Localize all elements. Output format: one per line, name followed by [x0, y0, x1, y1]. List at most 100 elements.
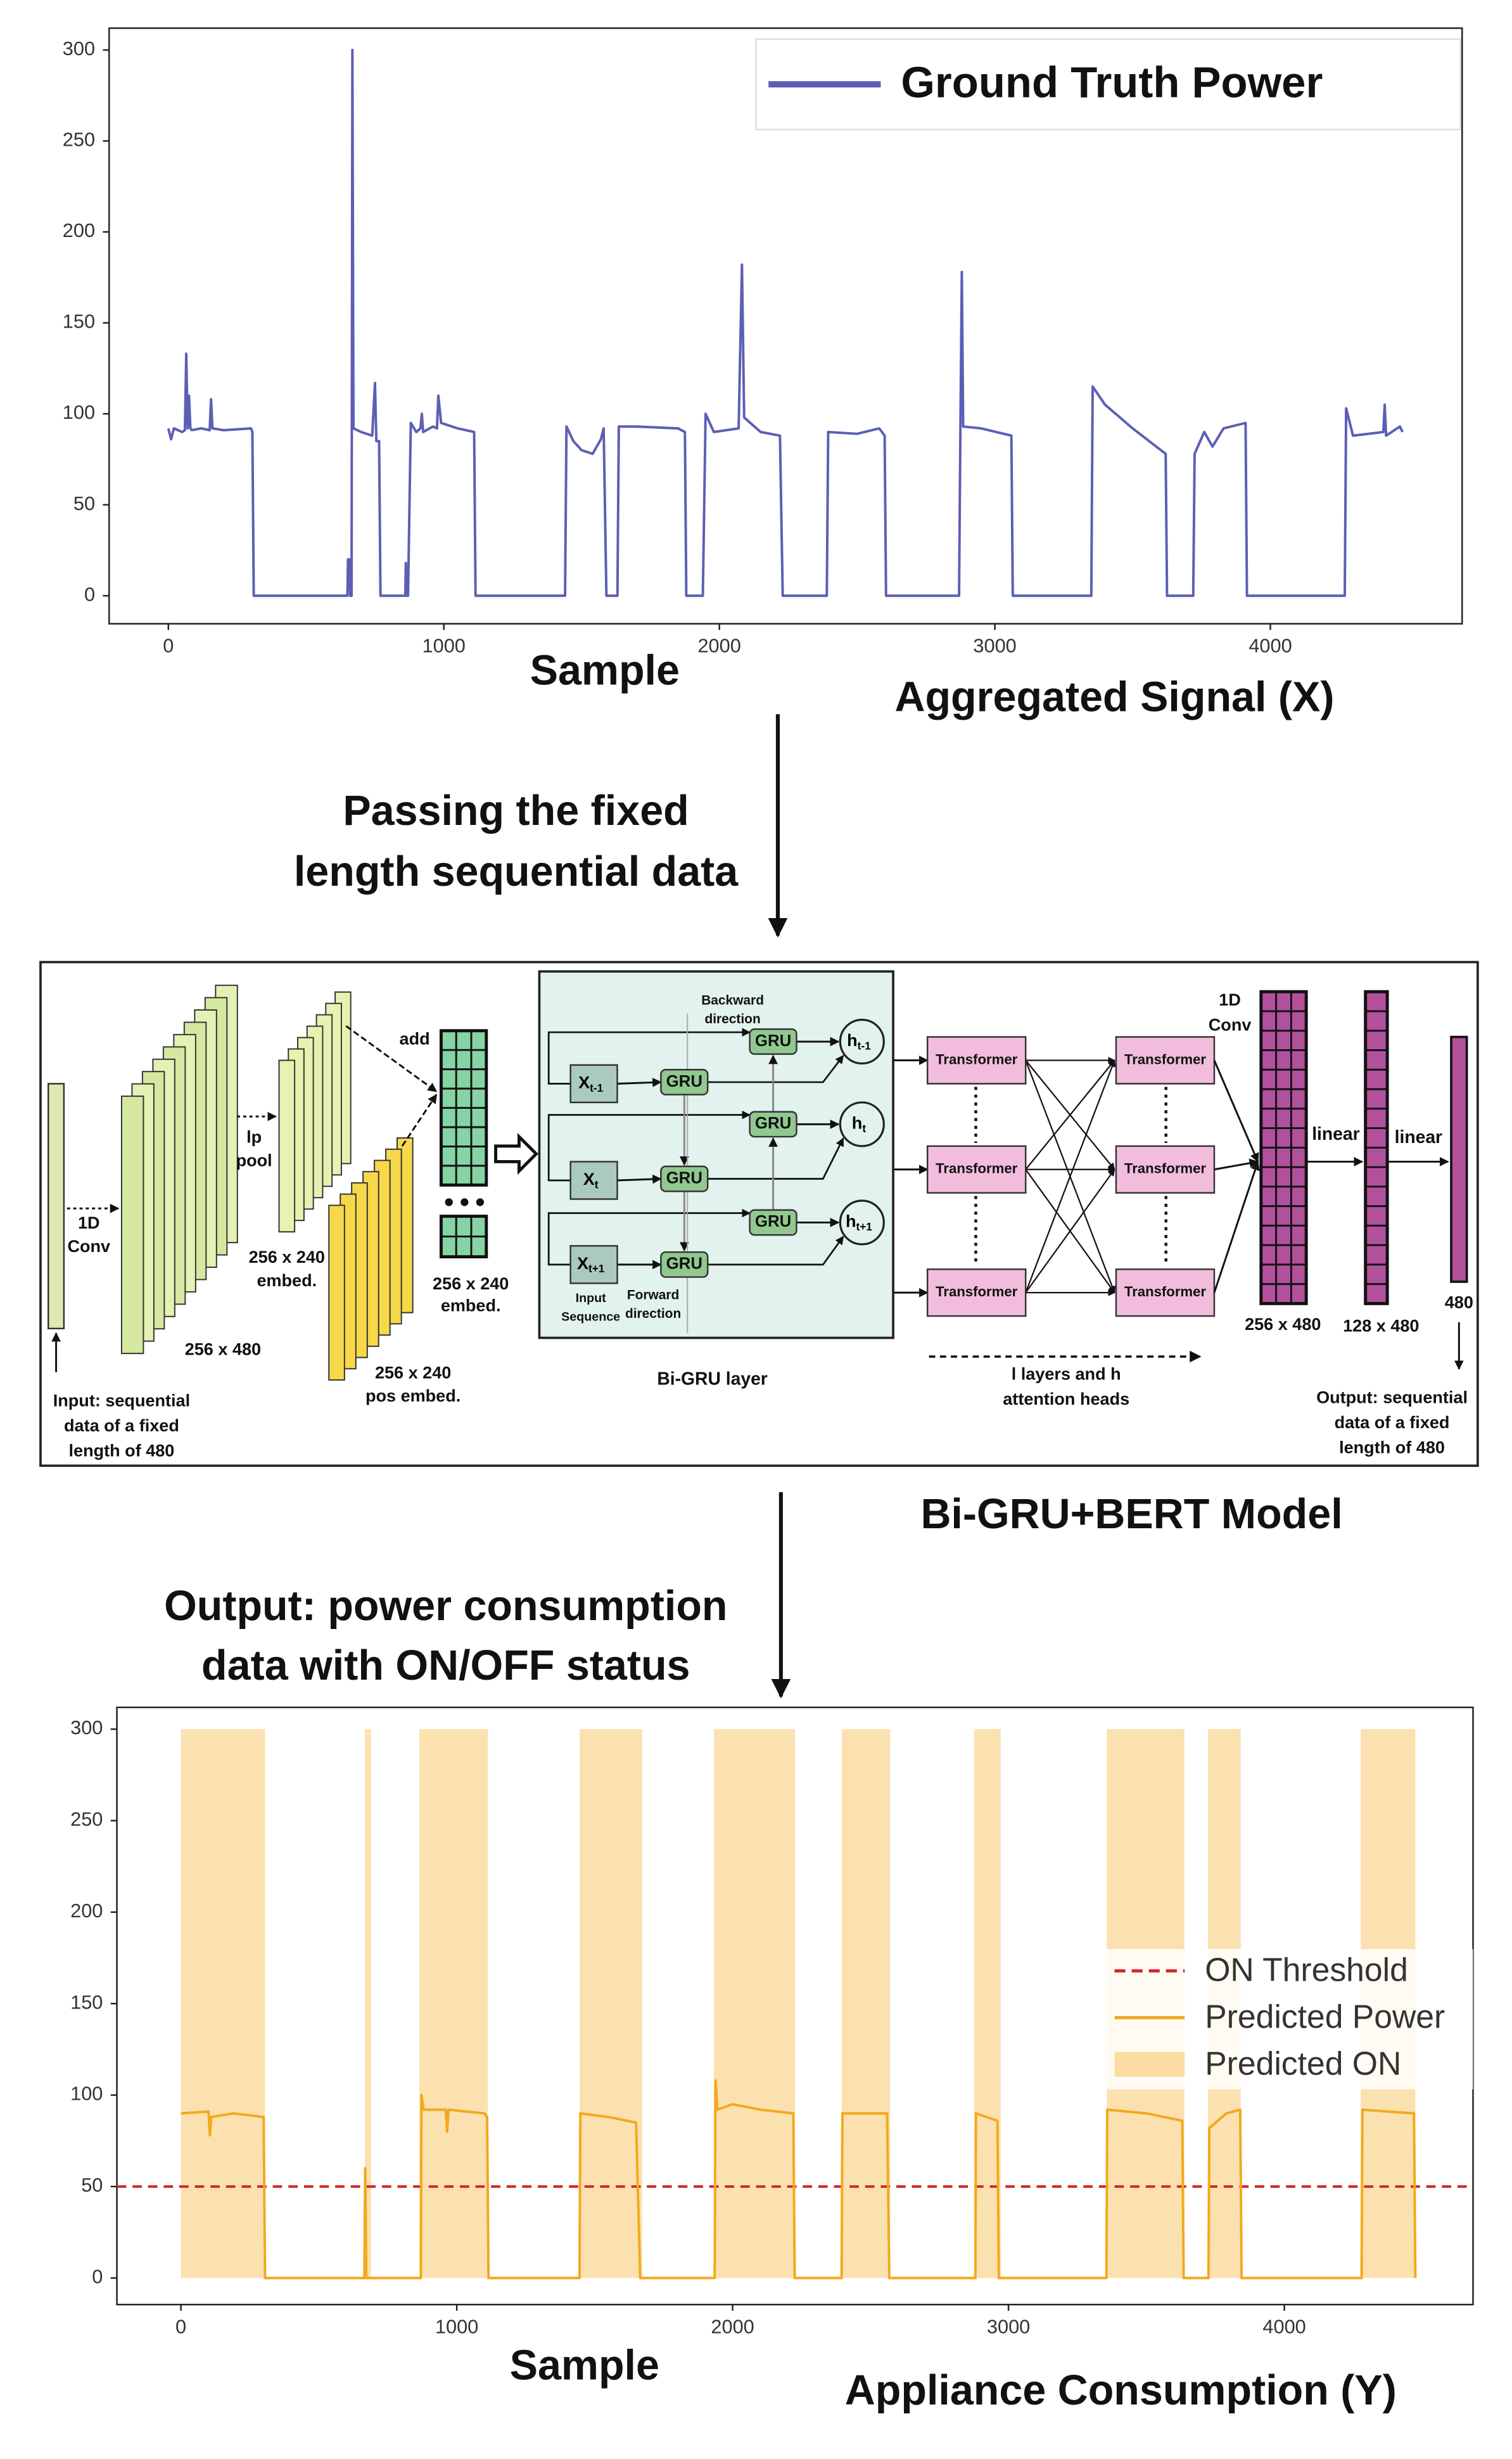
on-span [841, 1729, 891, 2278]
transformer [926, 1036, 1027, 1085]
x-tick-label: 1000 [435, 2315, 478, 2337]
legend-label: ON Threshold [1205, 1951, 1408, 1988]
plot-frame [108, 27, 1463, 625]
caption: data with ON/OFF status [201, 1642, 690, 1689]
size-label: 128 x 480 [1343, 1316, 1419, 1335]
h-node [839, 1018, 885, 1065]
h-label: ht+1 [846, 1212, 872, 1233]
gru-label: GRU [755, 1213, 791, 1230]
x-label: Xt+1 [577, 1254, 605, 1275]
h-sub: t+1 [856, 1220, 872, 1232]
x-axis-label: Sample [510, 2342, 659, 2389]
pool-map [278, 1059, 296, 1233]
gru-note: Backward [701, 993, 764, 1008]
x-box [569, 1064, 618, 1104]
size-label: embed. [257, 1271, 317, 1290]
x-tick-label: 0 [163, 635, 174, 657]
y-tick-label: 0 [92, 2265, 103, 2287]
output-label: Output: sequential [1316, 1388, 1468, 1407]
input-bar [48, 1083, 65, 1329]
x-tick-label: 1000 [422, 635, 466, 657]
conv-label: Conv [67, 1237, 110, 1256]
gru-backward [749, 1209, 797, 1236]
gru-forward [660, 1165, 709, 1192]
x-tick-label: 0 [175, 2315, 186, 2337]
gru-note: direction [625, 1306, 681, 1321]
y-tick-label: 300 [70, 1716, 103, 1739]
x-tick-label: 3000 [973, 635, 1016, 657]
connector [617, 1174, 662, 1184]
bigru-title: Bi-GRU layer [657, 1368, 767, 1388]
x-label: Xt [583, 1170, 599, 1191]
caption: Output: power consumption [164, 1583, 727, 1630]
connector [1025, 1168, 1115, 1293]
output-label: data of a fixed [1335, 1413, 1450, 1432]
x-sub: t+1 [588, 1262, 605, 1275]
x-base: X [583, 1170, 595, 1189]
legend-label: Ground Truth Power [901, 58, 1323, 107]
connector [1213, 1059, 1259, 1163]
y-tick-label: 100 [70, 2083, 103, 2105]
x-box [569, 1161, 618, 1200]
y-tick-label: 200 [70, 1900, 103, 1922]
gru-note: direction [704, 1012, 760, 1026]
transformer-label: Transformer [1124, 1284, 1206, 1300]
caption: Bi-GRU+BERT Model [920, 1491, 1342, 1538]
h-node [839, 1199, 885, 1246]
input-label: Input: sequential [53, 1391, 190, 1410]
connector [1214, 1158, 1259, 1171]
x-tick-label: 2000 [697, 635, 740, 657]
pool-label: lp [246, 1128, 262, 1147]
transformer-label: Transformer [1124, 1051, 1206, 1067]
x-sub: t [595, 1178, 599, 1191]
x-tick-label: 4000 [1262, 2315, 1306, 2337]
caption: Aggregated Signal (X) [895, 674, 1335, 721]
layers-label: attention heads [1003, 1389, 1129, 1408]
h-sub: t [862, 1121, 866, 1134]
output-bar [1450, 1035, 1468, 1283]
connector [401, 1094, 438, 1147]
linear-label: linear [1312, 1123, 1359, 1144]
x-box [569, 1245, 618, 1284]
size-label: 480 [1445, 1293, 1473, 1312]
connector [708, 1236, 844, 1266]
x-label: Xt-1 [578, 1073, 604, 1094]
pos-map [328, 1204, 345, 1381]
x-base: X [577, 1254, 588, 1273]
connector [1213, 1161, 1260, 1293]
on-span [974, 1729, 1001, 2278]
y-tick-label: 50 [73, 492, 95, 514]
connector [708, 1137, 844, 1180]
x-tick-label: 4000 [1248, 635, 1292, 657]
gru-label: GRU [666, 1169, 702, 1187]
output-label: length of 480 [1339, 1438, 1445, 1457]
legend-label: Predicted ON [1205, 2045, 1401, 2081]
gru-backward [749, 1028, 797, 1055]
conv-label: 1D [78, 1213, 100, 1232]
legend-span [1114, 2052, 1185, 2077]
series-line [167, 48, 1404, 597]
hollow-arrow [494, 1133, 539, 1175]
conv-label: 1D [1219, 990, 1241, 1009]
connector [547, 1110, 751, 1182]
connector [708, 1055, 844, 1083]
input-label: data of a fixed [64, 1416, 179, 1435]
h-base: h [847, 1031, 858, 1050]
conv-label: Conv [1209, 1016, 1252, 1035]
dot [461, 1198, 469, 1206]
x-tick-label: 3000 [987, 2315, 1030, 2337]
transformer-label: Transformer [936, 1051, 1017, 1067]
dot [476, 1198, 485, 1206]
on-span [580, 1729, 642, 2278]
gru-backward [749, 1111, 797, 1138]
y-tick-label: 250 [70, 1808, 103, 1830]
h-base: h [846, 1212, 856, 1231]
on-span [181, 1729, 265, 2278]
layers-label: l layers and h [1012, 1365, 1121, 1384]
gru-label: GRU [755, 1032, 791, 1050]
x-sub: t-1 [590, 1081, 603, 1094]
transformer-label: Transformer [936, 1284, 1017, 1300]
gru-label: GRU [755, 1115, 791, 1132]
linear-label: linear [1395, 1127, 1442, 1147]
transformer [1115, 1036, 1216, 1085]
